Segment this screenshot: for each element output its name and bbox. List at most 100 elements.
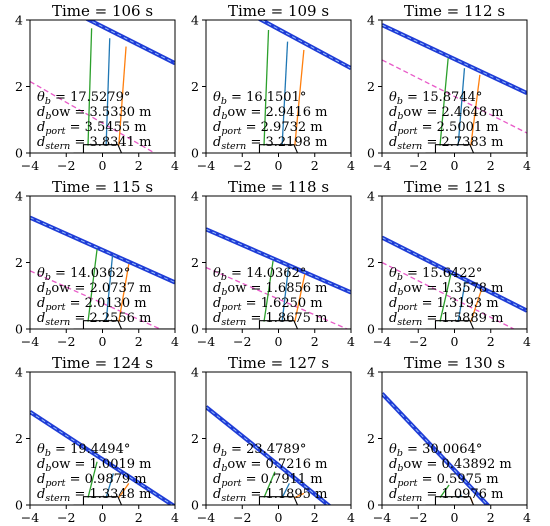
port-distance-line xyxy=(281,267,290,322)
bow-distance-annotation: dbow = 2.0737 m xyxy=(37,281,151,298)
y-tick-label: 0 xyxy=(367,146,375,161)
predicted-wave-line xyxy=(206,266,349,329)
x-tick-label: −4 xyxy=(197,334,215,349)
plot-area xyxy=(30,215,175,329)
y-tick-label: 2 xyxy=(191,79,199,94)
y-tick-label: 0 xyxy=(15,498,23,513)
bow-distance-annotation: dbow = 3.5330 m xyxy=(37,105,151,122)
y-tick-label: 0 xyxy=(367,498,375,513)
x-tick-label: −4 xyxy=(197,158,215,173)
port-distance-annotation: dport = 1.6250 m xyxy=(213,296,323,313)
y-tick-label: 0 xyxy=(191,146,199,161)
port-distance-line xyxy=(281,41,289,146)
theta-annotation: θb = 14.0362° xyxy=(37,266,130,283)
port-distance-line xyxy=(457,280,467,322)
port-distance-annotation: dport = 0.5975 m xyxy=(389,472,499,489)
bow-distance-annotation: dbow = 1.6856 m xyxy=(213,281,327,298)
port-distance-line xyxy=(105,473,114,498)
y-tick-label: 2 xyxy=(191,431,199,446)
stern-distance-line xyxy=(470,74,481,146)
theta-annotation: θb = 30.0064° xyxy=(389,442,482,459)
x-tick-label: 0 xyxy=(275,158,283,173)
predicted-wave-line xyxy=(30,80,157,153)
panel-title: Time = 130 s xyxy=(404,354,505,372)
bow-distance-annotation: dbow = 2.4648 m xyxy=(389,105,503,122)
y-tick-label: 4 xyxy=(191,13,199,28)
stern-distance-annotation: dstern = 1.8675 m xyxy=(213,311,327,328)
port-distance-annotation: dport = 2.0130 m xyxy=(37,296,147,313)
panel-2: Time = 109 s −4 −2 0 2 4 0 2 4 θb = 16.1501°dbow … xyxy=(191,2,355,173)
x-tick-label: 2 xyxy=(135,158,143,173)
port-distance-annotation: dport = 3.5455 m xyxy=(37,120,147,137)
ship-hull xyxy=(434,496,475,505)
theta-annotation: θb = 16.1501° xyxy=(213,90,306,107)
ship-hull xyxy=(82,320,123,329)
panel-title: Time = 106 s xyxy=(52,2,153,20)
theta-annotation: θb = 15.6422° xyxy=(389,266,482,283)
x-tick-label: −2 xyxy=(409,158,427,173)
wave-crest-center xyxy=(382,237,527,312)
x-tick-label: 0 xyxy=(275,334,283,349)
stern-distance-annotation: dstern = 1.1895 m xyxy=(213,487,327,504)
x-tick-label: 4 xyxy=(523,510,531,525)
bow-distance-line xyxy=(439,273,452,322)
stern-distance-line xyxy=(118,46,127,146)
panel-9: Time = 130 s −4 −2 0 2 4 0 2 4 θb = 30.0064°dbow … xyxy=(367,354,531,525)
bow-distance-line xyxy=(87,249,98,322)
stern-distance-line xyxy=(470,288,483,322)
x-tick-label: 4 xyxy=(171,510,179,525)
bow-distance-line xyxy=(87,461,98,498)
port-distance-annotation: dport = 0.7911 m xyxy=(213,472,323,489)
x-tick-label: 4 xyxy=(347,158,355,173)
port-distance-line xyxy=(281,483,290,498)
plot-area xyxy=(382,23,527,153)
wave-crest-center xyxy=(382,24,527,94)
ship-hull xyxy=(258,496,299,505)
panel-3: Time = 112 s −4 −2 0 2 4 0 2 4 θb = 15.8744°dbow … xyxy=(367,2,531,173)
x-tick-label: −4 xyxy=(21,334,39,349)
x-tick-label: −4 xyxy=(373,510,391,525)
panel-title: Time = 109 s xyxy=(228,2,329,20)
port-distance-line xyxy=(105,255,114,322)
bow-distance-annotation: dbow = 1.0019 m xyxy=(37,457,151,474)
x-tick-label: 0 xyxy=(451,510,459,525)
theta-annotation: θb = 14.0362° xyxy=(213,266,306,283)
x-tick-label: 0 xyxy=(99,158,107,173)
stern-distance-annotation: dstern = 2.2556 m xyxy=(37,311,151,328)
bow-distance-annotation: dbow = 0.7216 m xyxy=(213,457,327,474)
stern-distance-line xyxy=(294,492,305,499)
y-tick-label: 0 xyxy=(367,322,375,337)
panel-1: Time = 106 s −4 −2 0 2 4 0 2 4 θb = 17.5279°dbow … xyxy=(15,2,179,173)
theta-annotation: θb = 19.4494° xyxy=(37,442,130,459)
panel-title: Time = 127 s xyxy=(228,354,329,372)
x-tick-label: 2 xyxy=(311,510,319,525)
stern-distance-annotation: dstern = 1.5889 m xyxy=(389,311,503,328)
y-tick-label: 2 xyxy=(15,431,23,446)
x-tick-label: 4 xyxy=(171,158,179,173)
stern-distance-annotation: dstern = 1.0976 m xyxy=(389,487,503,504)
plot-area xyxy=(382,392,527,505)
panel-5: Time = 118 s −4 −2 0 2 4 0 2 4 θb = 14.0362°dbow … xyxy=(191,178,355,349)
panel-title: Time = 112 s xyxy=(404,2,505,20)
plot-area xyxy=(30,20,175,153)
x-tick-label: 2 xyxy=(487,158,495,173)
x-tick-label: 2 xyxy=(135,510,143,525)
theta-annotation: θb = 17.5279° xyxy=(37,90,130,107)
bow-distance-line xyxy=(263,471,276,498)
y-tick-label: 0 xyxy=(191,322,199,337)
x-tick-label: 4 xyxy=(347,334,355,349)
bow-distance-annotation: dbow = 1.3578 m xyxy=(389,281,503,298)
plot-area xyxy=(249,20,351,153)
y-tick-label: 2 xyxy=(15,255,23,270)
x-tick-label: −4 xyxy=(373,334,391,349)
theta-annotation: θb = 23.4789° xyxy=(213,442,306,459)
panel-4: Time = 115 s −4 −2 0 2 4 0 2 4 θb = 14.0362°dbow … xyxy=(15,178,179,349)
y-tick-label: 2 xyxy=(367,431,375,446)
x-tick-label: −2 xyxy=(233,510,251,525)
x-tick-label: −2 xyxy=(57,158,75,173)
wave-crest-center xyxy=(206,228,351,293)
stern-distance-line xyxy=(294,49,305,146)
panel-7: Time = 124 s −4 −2 0 2 4 0 2 4 θb = 19.4494°dbow … xyxy=(15,354,179,525)
plot-area xyxy=(206,227,351,329)
